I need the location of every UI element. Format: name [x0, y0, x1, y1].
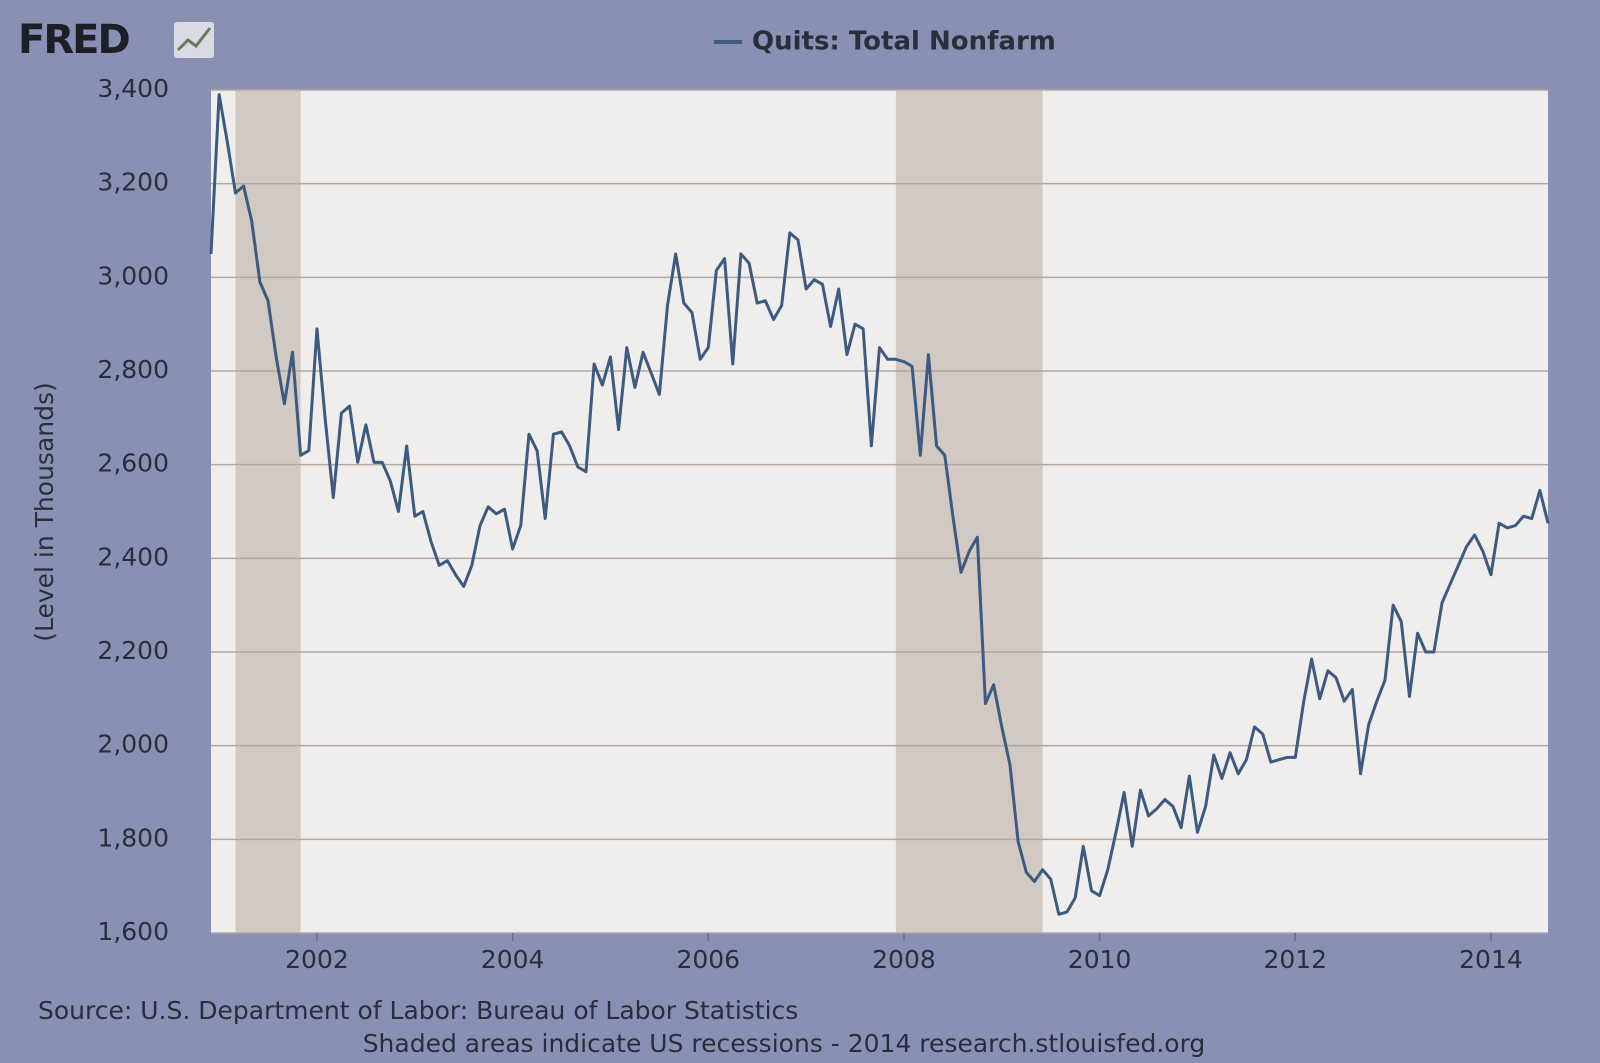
x-tick-label: 2004	[481, 945, 545, 974]
x-tick-label: 2002	[285, 945, 349, 974]
y-tick-label: 2,600	[97, 449, 169, 478]
y-tick-label: 3,400	[97, 74, 169, 103]
logo: FRED	[18, 17, 129, 63]
x-tick-label: 2008	[872, 945, 936, 974]
y-tick-label: 2,200	[97, 636, 169, 665]
y-tick-label: 1,800	[97, 823, 169, 852]
y-tick-label: 3,200	[97, 168, 169, 197]
recession-band	[235, 90, 301, 933]
y-tick-label: 3,000	[97, 261, 169, 290]
x-tick-label: 2006	[676, 945, 740, 974]
legend-label: Quits: Total Nonfarm	[752, 27, 1056, 57]
source: Source: U.S. Department of Labor: Bureau…	[38, 996, 798, 1025]
note: Shaded areas indicate US recessions - 20…	[363, 1029, 1206, 1058]
recession-band	[895, 90, 1043, 933]
y-axis-label: (Level in Thousands)	[30, 382, 59, 642]
series-line	[209, 93, 1550, 916]
y-tick-label: 2,800	[97, 355, 169, 384]
plot-area	[211, 90, 1548, 933]
x-tick-label: 2010	[1068, 945, 1132, 974]
y-tick-label: 2,000	[97, 730, 169, 759]
x-tick-label: 2014	[1459, 945, 1523, 974]
x-tick-label: 2012	[1263, 945, 1327, 974]
y-tick-label: 1,600	[97, 917, 169, 946]
y-tick-label: 2,400	[97, 542, 169, 571]
logo-icon	[174, 22, 214, 58]
